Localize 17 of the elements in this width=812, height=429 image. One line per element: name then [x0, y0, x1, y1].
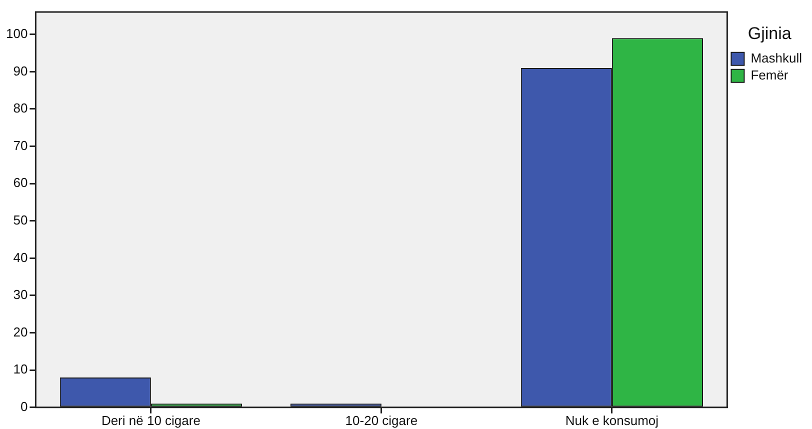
y-tick-label: 80 [13, 100, 28, 116]
y-tick-label: 50 [13, 212, 28, 228]
y-tick-label: 60 [13, 175, 28, 190]
y-tick-label: 70 [13, 138, 28, 153]
x-tick-label: Nuk e konsumoj [565, 412, 659, 428]
legend-label: Mashkull [750, 50, 802, 66]
y-tick-label: 0 [20, 398, 28, 414]
y-tick-label: 20 [13, 324, 28, 340]
y-tick-label: 40 [13, 250, 28, 265]
y-tick-label: 10 [13, 362, 28, 377]
y-tick-label: 30 [13, 287, 28, 302]
legend-label: Femër [750, 67, 789, 82]
y-tick-label: 100 [6, 26, 28, 41]
x-tick-label: Deri në 10 cigare [101, 412, 200, 428]
x-tick-label: 10-20 cigare [345, 412, 418, 428]
y-tick-label: 90 [13, 63, 28, 78]
legend-title: Gjinia [748, 24, 792, 44]
